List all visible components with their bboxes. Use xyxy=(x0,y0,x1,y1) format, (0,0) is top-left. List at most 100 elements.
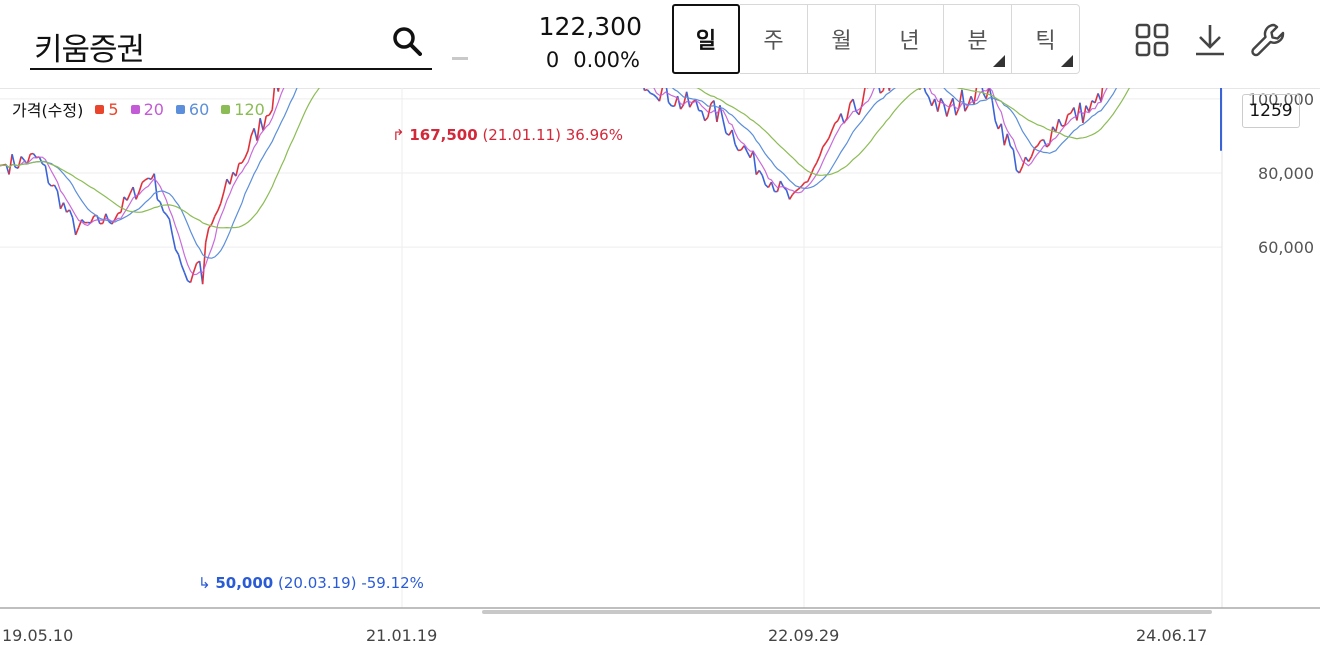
layout-grid-icon[interactable] xyxy=(1134,22,1170,58)
price-segment xyxy=(837,113,842,121)
price-segment xyxy=(247,135,252,151)
price-segment xyxy=(211,215,216,225)
low-date: (20.03.19) xyxy=(278,574,357,592)
price-segment xyxy=(1100,88,1104,102)
price-segment xyxy=(1082,105,1087,123)
price-segment xyxy=(62,202,68,213)
price-segment xyxy=(20,155,25,161)
price-segment xyxy=(816,155,821,164)
low-pct: -59.12% xyxy=(361,574,424,592)
price-tag: 122,300 0.00% xyxy=(1234,289,1316,327)
price-segment xyxy=(17,156,22,169)
legend-swatch xyxy=(95,104,105,114)
tab-period[interactable]: 일 xyxy=(672,4,740,74)
price-segment xyxy=(1046,143,1051,148)
price-segment xyxy=(241,157,246,164)
price-segment xyxy=(801,182,806,187)
tab-period[interactable]: 분 xyxy=(944,4,1012,74)
legend-label: 5 xyxy=(108,99,119,119)
search-icon[interactable] xyxy=(392,26,422,56)
price-segment xyxy=(256,118,261,141)
price-segment xyxy=(120,196,125,213)
price-segment xyxy=(809,167,815,176)
price-segment xyxy=(667,101,673,107)
legend-item[interactable]: 20 xyxy=(130,100,164,119)
legend-item[interactable]: 5 xyxy=(95,99,119,119)
price-segment xyxy=(162,210,167,216)
price-tag-pct: 0.00% xyxy=(1268,308,1316,326)
tab-period[interactable]: 주 xyxy=(740,4,808,74)
tab-period[interactable]: 틱 xyxy=(1012,4,1080,74)
price-segment xyxy=(147,177,152,181)
price-segment xyxy=(779,180,785,188)
current-price: 122,300 xyxy=(538,12,642,41)
price-segment xyxy=(1000,123,1006,146)
price-segment xyxy=(746,151,751,159)
high-annotation: ↱ 167,500 (21.01.11) 36.96% xyxy=(392,126,623,144)
price-segment xyxy=(943,103,948,117)
price-segment xyxy=(229,172,234,185)
price-segment xyxy=(276,88,280,92)
price-segment xyxy=(159,201,165,212)
price-segment xyxy=(758,169,763,176)
high-date: (21.01.11) xyxy=(482,126,561,144)
legend-item[interactable]: 120 xyxy=(221,100,265,119)
price-segment xyxy=(51,184,55,187)
high-pct: 36.96% xyxy=(565,126,623,144)
price-segment xyxy=(1009,145,1014,151)
legend-swatch xyxy=(175,104,185,114)
price-segment xyxy=(8,154,13,175)
wrench-icon[interactable] xyxy=(1250,22,1286,58)
change-indicator xyxy=(452,57,468,60)
submenu-corner-icon xyxy=(993,55,1005,67)
price-segment xyxy=(244,150,249,159)
price-segment xyxy=(268,109,273,116)
price-segment xyxy=(1036,140,1042,147)
search-input[interactable]: 키움증권 xyxy=(34,32,145,68)
price-segment xyxy=(973,88,978,104)
price-segment xyxy=(967,96,972,106)
price-segment xyxy=(788,194,794,200)
tab-period[interactable]: 월 xyxy=(808,4,876,74)
price-segment xyxy=(223,178,228,193)
price-segment xyxy=(56,190,62,209)
price-segment xyxy=(743,145,748,153)
legend-item[interactable]: 60 xyxy=(175,100,209,119)
price-segment xyxy=(217,202,222,211)
ma60-line xyxy=(0,88,1118,259)
price-tag-value: 122,300 xyxy=(1247,289,1316,307)
legend-label: 120 xyxy=(234,99,265,119)
download-icon[interactable] xyxy=(1192,22,1228,58)
price-segment xyxy=(41,163,46,167)
price-segment xyxy=(165,214,171,220)
price-segment xyxy=(1064,114,1069,126)
price-segment xyxy=(1012,149,1018,171)
price-segment xyxy=(682,91,688,105)
price-segment xyxy=(262,115,267,131)
price-segment xyxy=(679,104,685,110)
price-segment xyxy=(722,119,727,134)
price-segment xyxy=(90,215,95,224)
legend-swatch xyxy=(130,104,140,114)
price-segment xyxy=(214,210,219,217)
price-segment xyxy=(879,89,884,94)
price-segment xyxy=(220,191,225,204)
price-chart[interactable]: 160,000140,000100,00080,00060,00019.05.1… xyxy=(0,88,1320,645)
price-segment xyxy=(685,91,691,108)
candle-count-badge[interactable]: 1259 xyxy=(1242,94,1300,128)
tab-period[interactable]: 년 xyxy=(876,4,944,74)
price-segment xyxy=(1076,102,1081,121)
price-segment xyxy=(831,123,836,131)
price-segment xyxy=(259,118,264,131)
price-segment xyxy=(1018,166,1024,174)
price-segment xyxy=(923,88,927,93)
price-segment xyxy=(168,218,174,236)
price-segment xyxy=(192,262,198,273)
price-segment xyxy=(132,186,137,200)
price-segment xyxy=(68,209,74,218)
price-segment xyxy=(650,92,654,96)
stock-search-box[interactable]: 키움증권 xyxy=(30,10,432,70)
high-value: 167,500 xyxy=(409,126,478,144)
price-segment xyxy=(652,93,657,98)
price-segment xyxy=(235,163,240,177)
